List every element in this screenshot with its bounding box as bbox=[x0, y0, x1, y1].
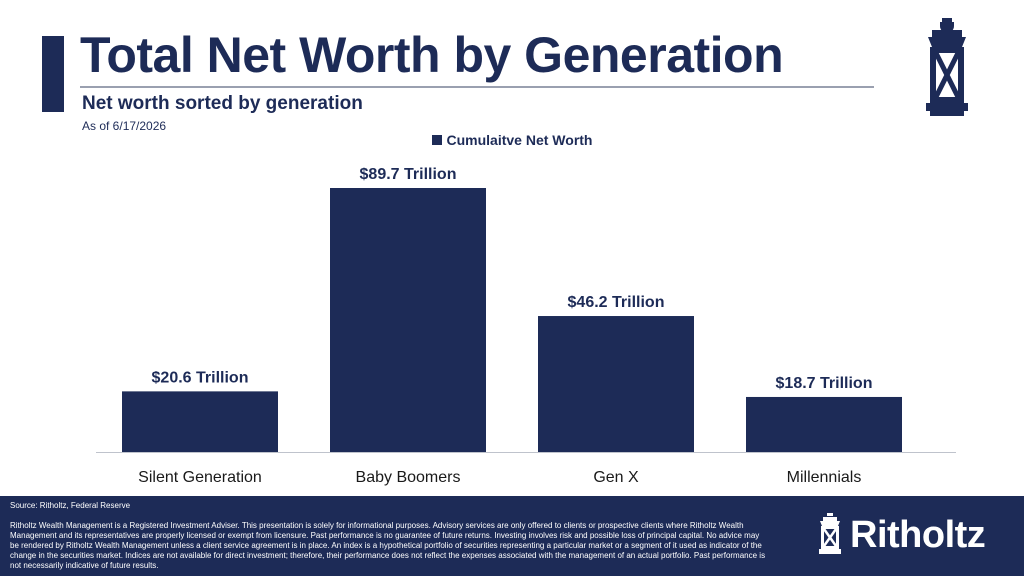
category-label: Silent Generation bbox=[138, 469, 262, 486]
as-of-date: As of 6/17/2026 bbox=[82, 119, 167, 133]
chart-legend: Cumulaitve Net Worth bbox=[0, 132, 1024, 148]
source-note: Source: Ritholtz, Federal Reserve bbox=[10, 501, 131, 510]
footer: Source: Ritholtz, Federal Reserve Rithol… bbox=[0, 496, 1024, 576]
bar-chart: $20.6 Trillion Silent Generation $89.7 Tri… bbox=[96, 166, 956, 486]
bar-baby-boomers bbox=[330, 188, 486, 452]
bar-millennials bbox=[746, 396, 902, 452]
lantern-icon bbox=[926, 18, 968, 116]
category-label: Gen X bbox=[593, 469, 639, 486]
title-divider bbox=[80, 86, 874, 88]
category-label: Millennials bbox=[787, 469, 862, 486]
legend-swatch bbox=[431, 135, 442, 146]
data-label: $20.6 Trillion bbox=[152, 369, 249, 386]
page-title: Total Net Worth by Generation bbox=[80, 27, 784, 83]
bar-gen-x bbox=[538, 316, 694, 452]
legend-label: Cumulaitve Net Worth bbox=[446, 132, 593, 148]
bar-silent-generation bbox=[122, 391, 278, 452]
brand-logo: Ritholtz bbox=[818, 512, 986, 558]
page-subtitle: Net worth sorted by generation bbox=[82, 93, 363, 114]
brand-name: Ritholtz bbox=[850, 513, 986, 556]
disclaimer-text: Ritholtz Wealth Management is a Register… bbox=[10, 521, 766, 570]
data-label: $46.2 Trillion bbox=[568, 294, 665, 311]
data-label: $89.7 Trillion bbox=[360, 166, 457, 183]
title-accent-bar bbox=[42, 36, 64, 112]
category-label: Baby Boomers bbox=[356, 469, 461, 486]
data-label: $18.7 Trillion bbox=[776, 375, 873, 392]
lantern-icon bbox=[819, 513, 841, 554]
